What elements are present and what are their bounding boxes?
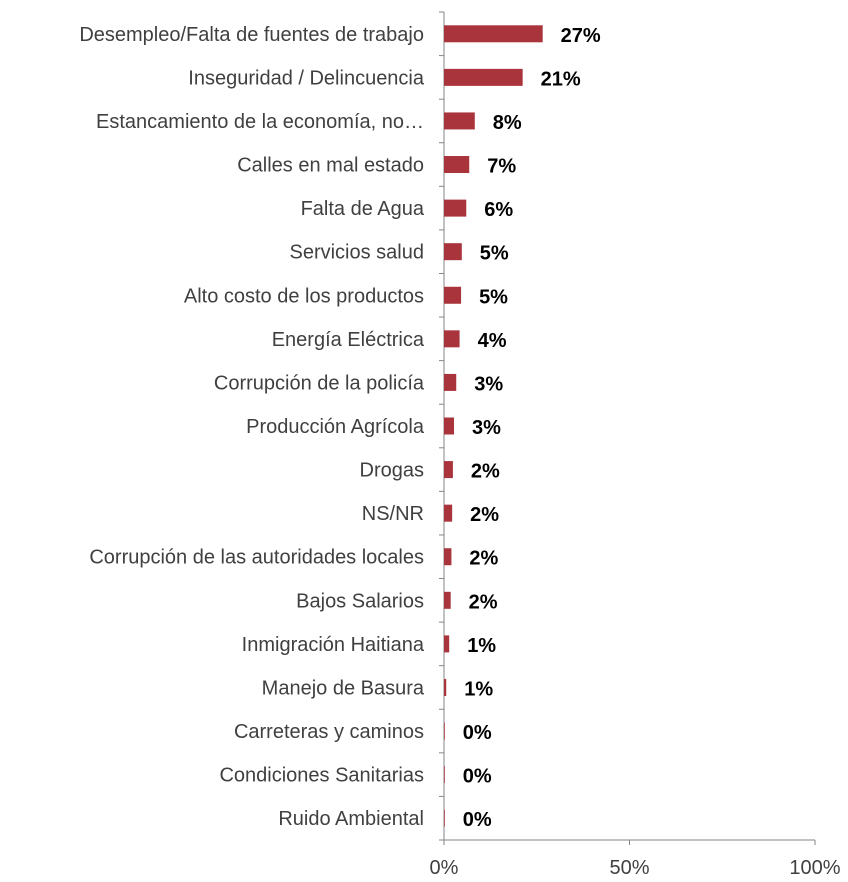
category-label: Drogas [360,460,424,482]
category-label: Bajos Salarios [296,590,424,612]
bar [444,635,450,653]
value-label: 7% [487,156,516,178]
value-label: 1% [464,678,493,700]
bar [444,722,445,740]
value-label: 6% [484,199,513,221]
bar [444,678,447,696]
bar-layer [444,25,543,827]
category-label: Calles en mal estado [237,155,424,177]
category-label: NS/NR [362,503,424,525]
bar [444,417,455,435]
bar [444,286,462,304]
value-label: 0% [463,766,492,788]
value-label: 0% [463,809,492,831]
value-label: 2% [470,504,499,526]
value-label: 5% [479,286,508,308]
category-label: Alto costo de los productos [184,285,424,307]
value-label: 5% [480,243,509,265]
value-label: 4% [478,330,507,352]
bar [444,330,460,348]
category-label: Inmigración Haitiana [242,634,425,656]
bar [444,766,445,784]
bar [444,243,462,261]
bar [444,548,452,566]
x-tick-label: 50% [609,857,649,879]
value-label: 21% [541,68,581,90]
bar [444,68,523,86]
value-label: 2% [471,461,500,483]
label-layer: Desempleo/Falta de fuentes de trabajo 27%… [79,24,601,831]
category-label: Inseguridad / Delincuencia [188,67,425,89]
x-tick-label: 100% [789,857,840,879]
category-label: Corrupción de la policía [214,372,425,394]
bar [444,591,451,609]
bar [444,156,470,174]
bar [444,199,467,217]
category-label: Manejo de Basura [262,677,425,699]
bar [444,809,445,827]
value-label: 3% [472,417,501,439]
bar [444,504,453,522]
category-label: Estancamiento de la economía, no… [96,111,424,133]
bar [444,25,543,43]
category-label: Carreteras y caminos [234,721,424,743]
axis-layer: 0% 50% 100% [430,11,841,879]
x-tick-label: 0% [430,857,459,879]
value-label: 8% [493,112,522,134]
category-label: Energía Eléctrica [272,329,425,351]
category-label: Desempleo/Falta de fuentes de trabajo [79,24,424,46]
category-label: Ruido Ambiental [278,808,424,830]
value-label: 2% [469,548,498,570]
bar [444,373,457,391]
category-label: Corrupción de las autoridades locales [89,547,424,569]
bar [444,461,453,479]
category-label: Falta de Agua [301,198,425,220]
bar [444,112,475,130]
value-label: 27% [561,25,601,47]
category-label: Producción Agrícola [246,416,425,438]
category-label: Condiciones Sanitarias [219,765,424,787]
value-label: 0% [463,722,492,744]
value-label: 2% [469,591,498,613]
category-label: Servicios salud [289,242,424,264]
value-label: 3% [474,373,503,395]
value-label: 1% [467,635,496,657]
